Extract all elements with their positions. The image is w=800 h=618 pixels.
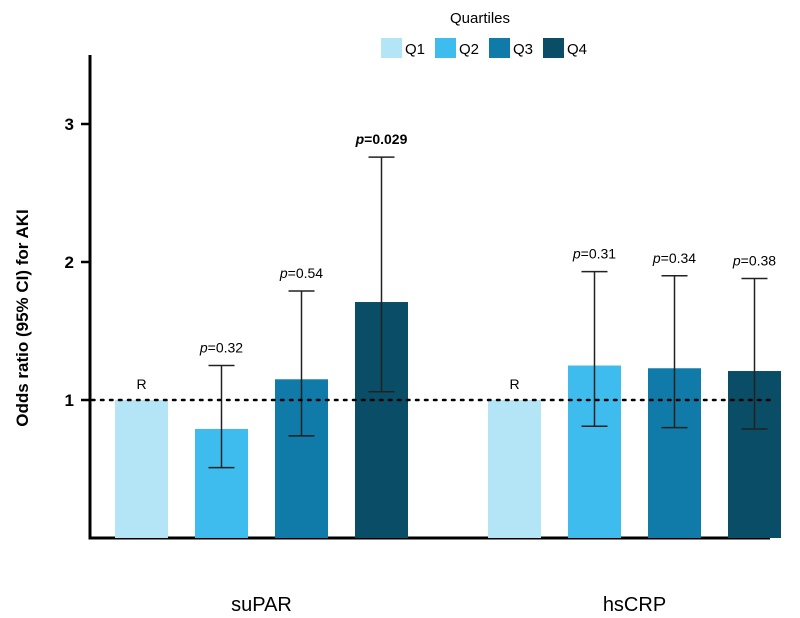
legend-swatch-Q4 bbox=[543, 38, 564, 58]
reference-label: R bbox=[509, 376, 519, 392]
p-value-label: p=0.029 bbox=[355, 131, 408, 147]
y-tick-label: 1 bbox=[65, 391, 74, 410]
p-value-label: p=0.34 bbox=[652, 250, 696, 266]
legend-swatch-Q3 bbox=[489, 38, 510, 58]
y-tick-label: 2 bbox=[65, 253, 74, 272]
reference-label: R bbox=[136, 376, 146, 392]
legend-swatch-Q1 bbox=[381, 38, 402, 58]
legend-label-Q2: Q2 bbox=[459, 41, 479, 58]
p-value-label: p=0.54 bbox=[279, 265, 323, 281]
p-value-label: p=0.32 bbox=[199, 340, 243, 356]
p-value-label: p=0.38 bbox=[732, 253, 776, 269]
legend-label-Q3: Q3 bbox=[513, 41, 533, 58]
legend-title: Quartiles bbox=[450, 10, 510, 27]
y-tick-label: 3 bbox=[65, 115, 74, 134]
bars bbox=[115, 156, 781, 538]
annotations: Rp=0.32 p=0.54 p=0.029 suPAR Rp=0.31 p=0.34 p=… bbox=[90, 131, 776, 616]
bar-suPAR-Q1 bbox=[115, 400, 168, 538]
bar-hsCRP-Q1 bbox=[488, 400, 541, 538]
legend: Quartiles Q1 Q2 Q3 Q4 bbox=[381, 10, 587, 58]
y-axis-label: Odds ratio (95% CI) for AKI bbox=[13, 209, 32, 427]
legend-label-Q1: Q1 bbox=[405, 41, 425, 58]
legend-swatch-Q2 bbox=[435, 38, 456, 58]
p-value-label: p=0.31 bbox=[572, 246, 616, 262]
group-label-suPAR: suPAR bbox=[231, 594, 292, 616]
group-label-hsCRP: hsCRP bbox=[603, 594, 666, 616]
legend-label-Q4: Q4 bbox=[567, 41, 587, 58]
